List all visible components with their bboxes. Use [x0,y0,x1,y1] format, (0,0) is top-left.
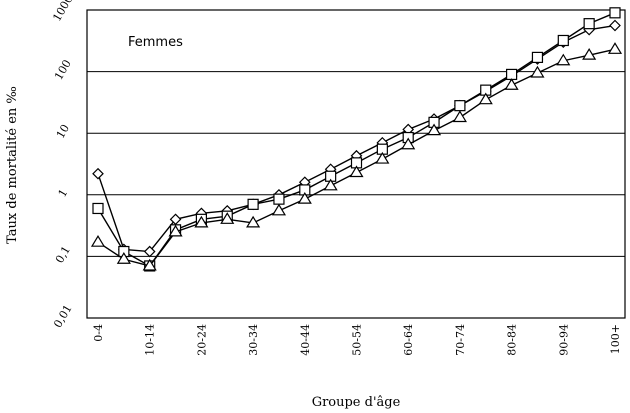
x-tick-label: 0-4 [92,324,105,342]
data-point [556,53,571,66]
x-tick-label: 70-74 [454,324,467,356]
x-axis-title: Groupe d'âge [312,395,401,410]
data-point [142,258,157,271]
x-tick-label: 40-44 [299,324,312,356]
data-point [504,78,519,90]
data-point [609,19,621,32]
y-tick-labels: 0,01 0,1 1 10 100 1000 [50,0,75,330]
data-point [530,65,545,78]
data-point [194,215,209,228]
data-point [92,202,104,215]
data-point [90,235,106,247]
y-tick-label: 0,1 [53,244,73,266]
data-point [220,212,235,224]
x-tick-label: 100+ [609,324,622,354]
data-point [452,110,467,123]
data-point [557,34,569,47]
data-point [349,165,364,178]
x-tick-label: 60-64 [402,324,415,356]
data-point [273,193,285,205]
x-tick-label: 20-24 [195,324,208,356]
y-tick-label: 1 [56,187,71,200]
data-point [426,123,442,136]
data-point [246,215,261,228]
data-point [609,7,621,19]
data-point [168,224,183,237]
x-tick-labels: 0-4 10-14 20-24 30-34 40-44 50-54 60-64 70-74 80… [92,324,622,356]
data-point [143,245,156,258]
data-point [401,137,416,150]
data-point [247,198,259,210]
data-point [454,100,466,112]
x-tick-label: 80-84 [506,324,519,356]
data-point [506,68,518,81]
legend-label-femmes: Femmes [128,35,183,50]
data-point [116,252,131,264]
data-point [531,51,544,64]
series-layer [90,7,623,272]
data-point [375,151,390,164]
data-point [297,191,312,204]
plot-area [86,9,626,319]
y-axis-title: Taux de mortalité en ‰ [5,86,20,244]
series-triangle [90,42,623,271]
data-point [92,167,104,180]
y-tick-label: 1000 [50,0,75,24]
data-point [582,47,597,60]
x-tick-label: 50-54 [351,324,364,356]
data-point [583,18,595,30]
x-tick-label: 10-14 [144,324,157,356]
data-point [271,203,287,216]
x-tick-label: 30-34 [247,324,260,356]
data-point [607,42,623,54]
data-point [323,178,338,191]
y-tick-label: 100 [52,58,74,83]
data-point [478,92,493,105]
x-tick-label: 90-94 [557,324,570,356]
y-tick-label: 0,01 [51,302,75,330]
y-tick-label: 10 [54,122,72,141]
